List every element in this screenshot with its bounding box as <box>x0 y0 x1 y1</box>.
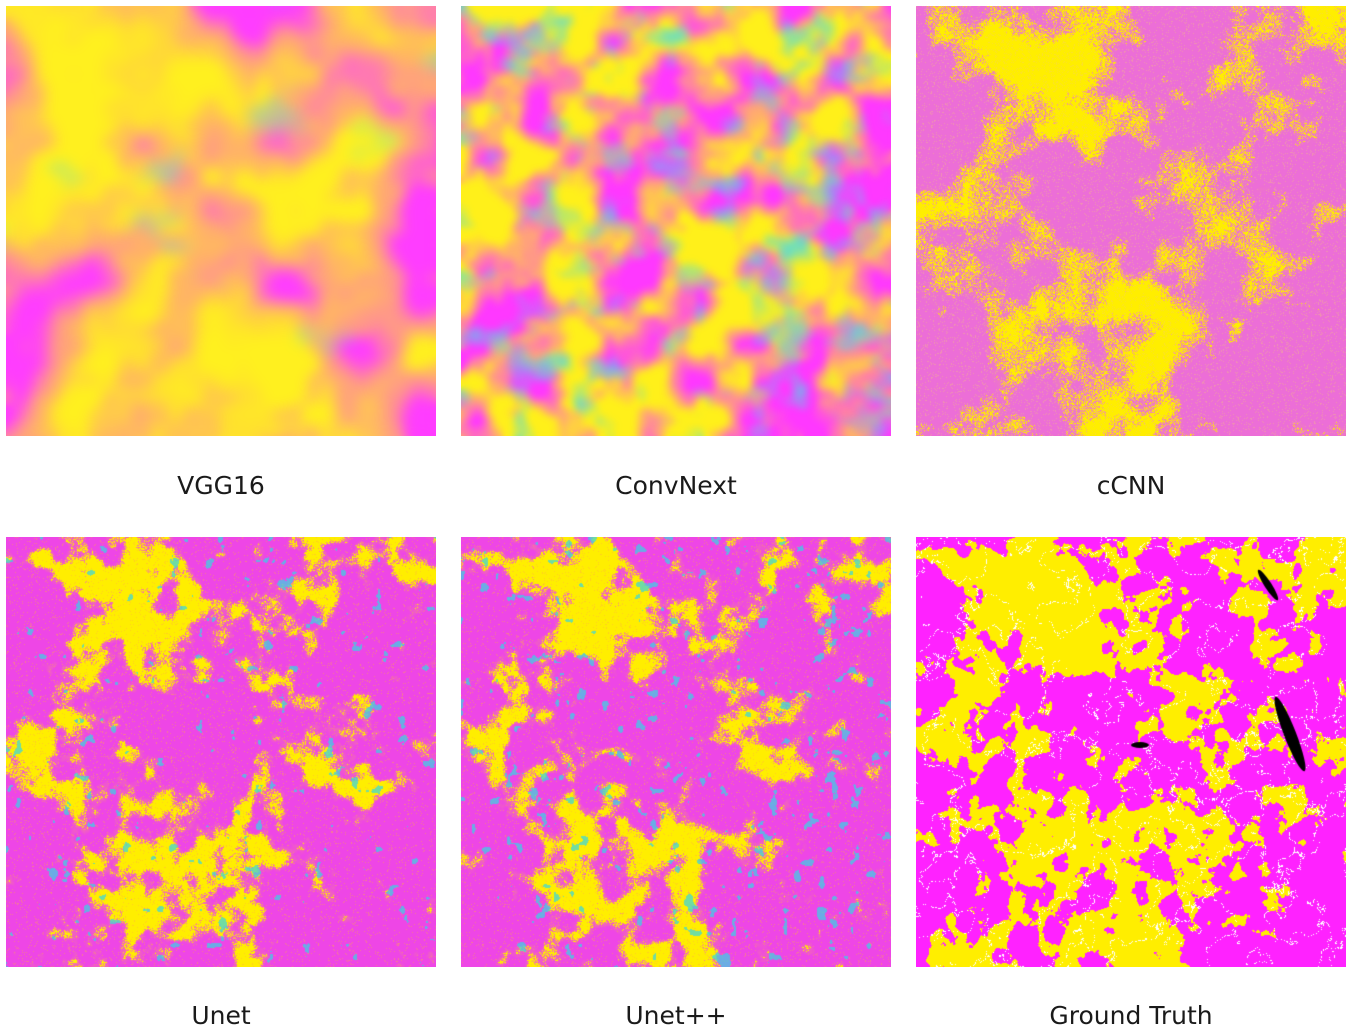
caption-unet: Unet <box>191 1001 251 1030</box>
ccnn-segmentation-map <box>916 6 1346 436</box>
caption-ccnn: cCNN <box>1096 471 1166 500</box>
caption-unetpp: Unet++ <box>625 1001 727 1030</box>
unetpp-canvas <box>461 537 891 967</box>
unetpp-segmentation-map <box>461 537 891 967</box>
ccnn-canvas <box>916 6 1346 436</box>
convnext-canvas <box>461 6 891 436</box>
caption-convnext: ConvNext <box>615 471 737 500</box>
unet-segmentation-map <box>6 537 436 967</box>
caption-ground-truth: Ground Truth <box>1049 1001 1213 1030</box>
unet-canvas <box>6 537 436 967</box>
ground-truth-canvas <box>916 537 1346 967</box>
vgg16-segmentation-map <box>6 6 436 436</box>
ground-truth-segmentation-map <box>916 537 1346 967</box>
convnext-segmentation-map <box>461 6 891 436</box>
vgg16-canvas <box>6 6 436 436</box>
caption-vgg16: VGG16 <box>177 471 265 500</box>
